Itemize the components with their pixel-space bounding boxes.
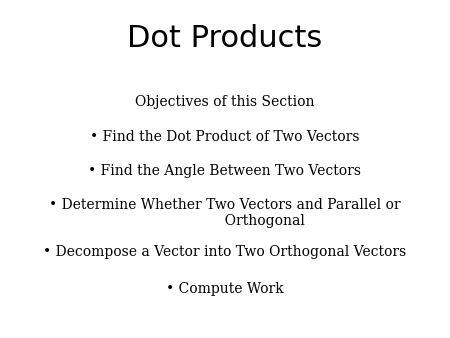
Text: • Find the Angle Between Two Vectors: • Find the Angle Between Two Vectors — [89, 164, 361, 178]
Text: • Compute Work: • Compute Work — [166, 282, 284, 296]
Text: • Find the Dot Product of Two Vectors: • Find the Dot Product of Two Vectors — [90, 130, 360, 144]
Text: Dot Products: Dot Products — [127, 24, 323, 53]
Text: • Decompose a Vector into Two Orthogonal Vectors: • Decompose a Vector into Two Orthogonal… — [43, 245, 407, 259]
Text: • Determine Whether Two Vectors and Parallel or
                  Orthogonal: • Determine Whether Two Vectors and Para… — [49, 198, 401, 228]
Text: Objectives of this Section: Objectives of this Section — [135, 95, 315, 108]
